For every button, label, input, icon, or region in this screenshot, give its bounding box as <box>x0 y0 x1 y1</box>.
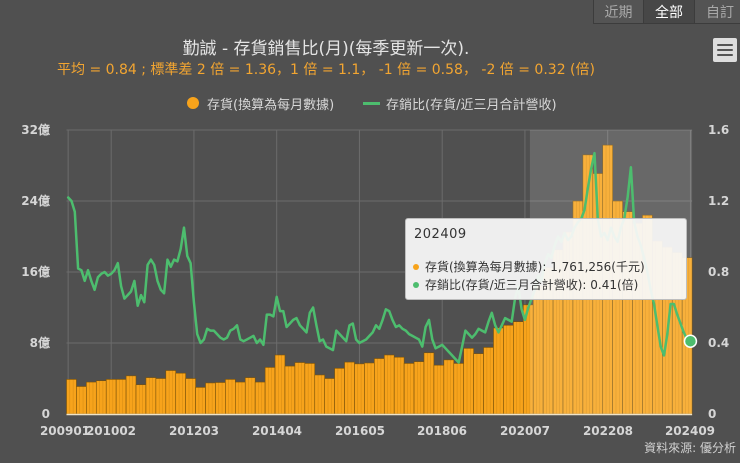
inventory-bar <box>294 362 306 415</box>
legend-circle-icon <box>187 97 199 109</box>
inventory-bar <box>185 378 196 415</box>
inventory-bars <box>66 144 693 415</box>
inventory-bar <box>155 378 167 415</box>
inventory-bar <box>205 382 216 415</box>
y-axis-left-label: 32億 <box>21 123 50 137</box>
inventory-bar <box>264 367 276 415</box>
inventory-bar <box>125 375 137 415</box>
range-selector: 近期 全部 自訂 <box>593 0 740 24</box>
tooltip-title: 202409 <box>414 227 467 242</box>
inventory-bar <box>334 367 345 415</box>
x-axis-label: 201002 <box>85 424 137 438</box>
legend-line-icon <box>363 101 380 105</box>
inventory-bar <box>383 354 395 415</box>
inventory-bar <box>135 384 147 415</box>
y-axis-left-label: 24億 <box>21 194 50 208</box>
inventory-bar <box>274 354 286 415</box>
x-axis-label: 201605 <box>334 424 386 438</box>
chart-title: 勤誠 - 存貨銷售比(月)(每季更新一次). <box>182 39 470 59</box>
hamburger-menu-icon <box>717 54 733 56</box>
tooltip-row-inventory: 存貨(換算為每月數據): 1,761,256(千元) <box>413 258 645 275</box>
inventory-bar <box>235 381 246 415</box>
inventory-bar <box>66 379 77 415</box>
inventory-bar <box>393 356 405 415</box>
y-axis-right-label: 0.8 <box>708 265 730 279</box>
inventory-bar <box>503 324 514 415</box>
x-axis-label: 201203 <box>168 424 220 438</box>
data-source-credit: 資料來源: 優分析 <box>644 441 736 455</box>
y-axis-right-label: 1.2 <box>708 194 730 208</box>
inventory-bar <box>403 363 415 415</box>
x-axis-label: 200901 <box>39 424 91 438</box>
hamburger-menu-icon <box>717 49 733 51</box>
y-axis-left-label: 8億 <box>29 336 50 350</box>
inventory-bar <box>165 370 177 415</box>
x-axis-label: 201806 <box>416 424 468 438</box>
inventory-bar <box>215 382 226 415</box>
inventory-bar <box>145 377 157 415</box>
inventory-bar <box>453 363 465 415</box>
legend-item-inventory[interactable]: 存貨(換算為每月數據) <box>187 95 335 113</box>
inventory-bar <box>324 378 335 415</box>
x-axis-label: 202409 <box>664 424 716 438</box>
inventory-bar <box>413 361 425 415</box>
inventory-bar <box>374 358 385 415</box>
legend-label: 存貨(換算為每月數據) <box>207 97 335 113</box>
inventory-bar <box>493 327 504 415</box>
x-axis-label: 202208 <box>582 424 634 438</box>
inventory-bar <box>483 347 494 415</box>
x-axis-label: 201404 <box>251 424 303 438</box>
y-axis-right-label: 0.4 <box>708 336 730 350</box>
inventory-bar <box>473 353 484 415</box>
chart-tooltip: 202409 存貨(換算為每月數據): 1,761,256(千元) 存銷比(存貨… <box>405 218 687 300</box>
green-dot-icon <box>413 281 419 288</box>
inventory-bar <box>105 379 117 415</box>
chart-menu-button[interactable] <box>713 38 737 62</box>
hover-point-marker <box>683 334 698 348</box>
inventory-bar <box>195 387 206 415</box>
inventory-bar <box>364 362 375 415</box>
tooltip-row-text: 存貨(換算為每月數據): 1,761,256(千元) <box>425 260 645 274</box>
ratio-line <box>66 151 692 364</box>
inventory-bar <box>314 374 325 415</box>
inventory-bar <box>244 377 256 415</box>
tooltip-row-ratio: 存銷比(存貨/近三月合計營收): 0.41(倍) <box>413 276 638 293</box>
inventory-bar <box>344 361 355 415</box>
inventory-bar <box>443 359 455 415</box>
inventory-bar <box>76 386 87 415</box>
chart-subtitle: 平均 = 0.84 ; 標準差 2 倍 = 1.36，1 倍 = 1.1， -1… <box>57 62 595 78</box>
inventory-bar <box>354 363 365 415</box>
range-button-all[interactable]: 全部 <box>644 0 695 24</box>
tooltip-row-text: 存銷比(存貨/近三月合計營收): 0.41(倍) <box>425 278 639 292</box>
y-axis-right-label: 0 <box>708 407 717 421</box>
range-button-custom[interactable]: 自訂 <box>695 0 740 24</box>
inventory-bar <box>463 348 474 415</box>
inventory-bar <box>175 372 186 415</box>
inventory-bar <box>423 352 435 415</box>
inventory-bar <box>254 381 266 415</box>
y-axis-left-label: 16億 <box>21 265 50 279</box>
inventory-bar <box>115 379 127 415</box>
inventory-bar <box>86 381 97 415</box>
legend-item-ratio[interactable]: 存銷比(存貨/近三月合計營收) <box>363 95 557 113</box>
inventory-bar <box>95 380 107 415</box>
orange-dot-icon <box>413 263 419 270</box>
inventory-bar <box>304 363 316 415</box>
inventory-bar <box>284 365 296 415</box>
range-button-recent[interactable]: 近期 <box>593 0 644 24</box>
x-axis-label: 202007 <box>499 424 551 438</box>
legend-label: 存銷比(存貨/近三月合計營收) <box>386 97 557 113</box>
y-axis-left-label: 0 <box>41 407 50 421</box>
inventory-bar <box>513 321 524 415</box>
inventory-bar <box>433 364 445 415</box>
y-axis-right-label: 1.6 <box>708 123 730 137</box>
hamburger-menu-icon <box>717 44 733 46</box>
inventory-bar <box>225 379 236 415</box>
